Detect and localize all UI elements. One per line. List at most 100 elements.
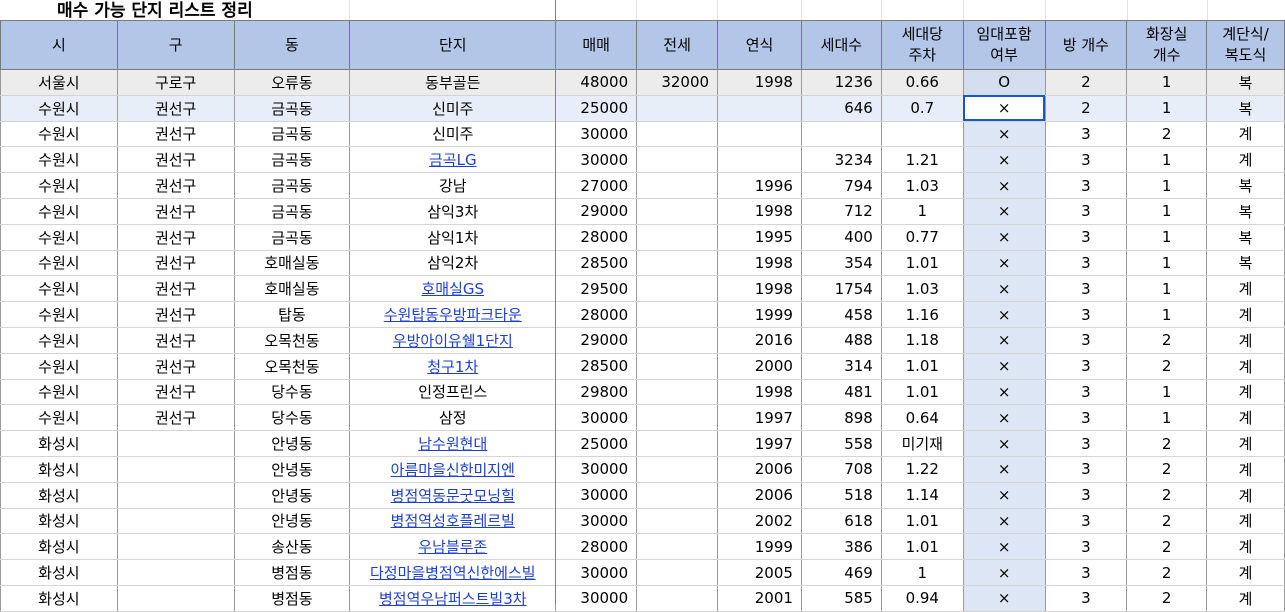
cell-year[interactable]	[717, 95, 802, 122]
complex-link[interactable]: 수원탑동우방파크타운	[383, 306, 522, 325]
cell-units[interactable]: 469	[800, 559, 882, 586]
cell-rental[interactable]: ×	[962, 301, 1046, 328]
cell-units[interactable]: 481	[800, 379, 882, 406]
complex-link[interactable]: 우방아이유쉘1단지	[392, 331, 513, 350]
cell-jeonse[interactable]	[636, 559, 719, 586]
cell-dong[interactable]: 안녕동	[233, 508, 351, 535]
cell-baths[interactable]: 1	[1126, 198, 1208, 225]
column-header[interactable]: 세대수	[800, 20, 882, 70]
cell-rental[interactable]: ×	[962, 146, 1046, 174]
cell-si[interactable]: 화성시	[0, 430, 118, 457]
cell-jeonse[interactable]	[636, 172, 719, 199]
cell-rooms[interactable]: 3	[1044, 456, 1128, 483]
cell-baths[interactable]: 2	[1126, 456, 1208, 483]
cell-dong[interactable]: 송산동	[233, 533, 351, 561]
cell-rooms[interactable]: 3	[1044, 482, 1128, 509]
cell-parking[interactable]: 1.01	[880, 250, 964, 277]
cell-year[interactable]: 1998	[717, 275, 802, 303]
cell-gu[interactable]	[116, 430, 235, 457]
cell-jeonse[interactable]	[636, 585, 719, 612]
cell-rental[interactable]: ×	[962, 559, 1046, 586]
cell-rental[interactable]: ×	[962, 95, 1046, 122]
cell-jeonse[interactable]	[636, 250, 719, 277]
cell-baths[interactable]: 1	[1126, 224, 1208, 251]
cell-type[interactable]: 복	[1206, 69, 1285, 96]
cell-rental[interactable]: ×	[962, 482, 1046, 509]
cell-year[interactable]: 2000	[717, 353, 802, 380]
cell-units[interactable]: 618	[800, 508, 882, 535]
cell-baths[interactable]: 2	[1126, 508, 1208, 535]
cell-danji[interactable]: 병점역성호플레르빌	[349, 508, 557, 535]
cell-si[interactable]: 수원시	[0, 275, 118, 303]
cell-units[interactable]: 386	[800, 533, 882, 561]
cell-dong[interactable]: 금곡동	[233, 121, 351, 148]
cell-dong[interactable]: 오목천동	[233, 353, 351, 380]
cell-si[interactable]: 수원시	[0, 379, 118, 406]
cell-year[interactable]: 2016	[717, 327, 802, 354]
complex-link[interactable]: 병점역우남퍼스트빌3차	[379, 589, 527, 608]
cell-gu[interactable]: 권선구	[116, 250, 235, 277]
cell-rooms[interactable]: 3	[1044, 146, 1128, 174]
cell-year[interactable]: 1998	[717, 379, 802, 406]
cell-si[interactable]: 수원시	[0, 327, 118, 354]
cell-baths[interactable]: 1	[1126, 379, 1208, 406]
cell-type[interactable]: 계	[1206, 430, 1285, 457]
complex-link[interactable]: 우남블루존	[418, 538, 488, 557]
cell-maemae[interactable]: 28000	[555, 224, 638, 251]
cell-si[interactable]: 수원시	[0, 404, 118, 432]
cell-type[interactable]: 계	[1206, 327, 1285, 354]
cell-danji[interactable]: 삼정	[349, 404, 557, 432]
cell-dong[interactable]: 금곡동	[233, 172, 351, 199]
cell-units[interactable]: 708	[800, 456, 882, 483]
cell-units[interactable]: 518	[800, 482, 882, 509]
cell-si[interactable]: 수원시	[0, 121, 118, 148]
cell-si[interactable]: 화성시	[0, 508, 118, 535]
cell-maemae[interactable]: 48000	[555, 69, 638, 96]
complex-link[interactable]: 아름마을신한미지엔	[390, 460, 515, 479]
cell-danji[interactable]: 청구1차	[349, 353, 557, 380]
cell-baths[interactable]: 2	[1126, 430, 1208, 457]
cell-dong[interactable]: 탑동	[233, 301, 351, 328]
column-header[interactable]: 연식	[717, 20, 802, 70]
cell-parking[interactable]: 1.03	[880, 275, 964, 303]
cell-units[interactable]: 1236	[800, 69, 882, 96]
cell-baths[interactable]: 2	[1126, 585, 1208, 612]
cell-parking[interactable]: 0.64	[880, 404, 964, 432]
cell-danji[interactable]: 병점역우남퍼스트빌3차	[349, 585, 557, 612]
cell-rental[interactable]: ×	[962, 585, 1046, 612]
cell-year[interactable]: 1999	[717, 301, 802, 328]
cell-year[interactable]: 1998	[717, 250, 802, 277]
cell-danji[interactable]: 금곡LG	[349, 146, 557, 174]
cell-maemae[interactable]: 30000	[555, 146, 638, 174]
cell-rooms[interactable]: 3	[1044, 172, 1128, 199]
cell-si[interactable]: 수원시	[0, 224, 118, 251]
cell-rental[interactable]: ×	[962, 533, 1046, 561]
cell-danji[interactable]: 삼익1차	[349, 224, 557, 251]
cell-type[interactable]: 계	[1206, 121, 1285, 148]
cell-baths[interactable]: 2	[1126, 121, 1208, 148]
cell-parking[interactable]: 1	[880, 559, 964, 586]
cell-type[interactable]: 계	[1206, 508, 1285, 535]
cell-maemae[interactable]: 29500	[555, 275, 638, 303]
cell-baths[interactable]: 1	[1126, 69, 1208, 96]
cell-rental[interactable]: ×	[962, 327, 1046, 354]
cell-dong[interactable]: 호매실동	[233, 275, 351, 303]
cell-rooms[interactable]: 3	[1044, 250, 1128, 277]
cell-gu[interactable]: 권선구	[116, 224, 235, 251]
cell-parking[interactable]: 미기재	[880, 430, 964, 457]
cell-gu[interactable]: 권선구	[116, 327, 235, 354]
cell-jeonse[interactable]	[636, 430, 719, 457]
cell-year[interactable]: 1998	[717, 69, 802, 96]
cell-rental[interactable]: ×	[962, 353, 1046, 380]
cell-maemae[interactable]: 30000	[555, 482, 638, 509]
column-header[interactable]: 방 개수	[1044, 20, 1128, 70]
cell-gu[interactable]: 권선구	[116, 379, 235, 406]
cell-jeonse[interactable]	[636, 121, 719, 148]
cell-rental[interactable]: ×	[962, 198, 1046, 225]
cell-year[interactable]	[717, 146, 802, 174]
cell-jeonse[interactable]	[636, 456, 719, 483]
cell-rooms[interactable]: 3	[1044, 533, 1128, 561]
cell-type[interactable]: 계	[1206, 482, 1285, 509]
cell-rooms[interactable]: 3	[1044, 404, 1128, 432]
cell-jeonse[interactable]: 32000	[636, 69, 719, 96]
